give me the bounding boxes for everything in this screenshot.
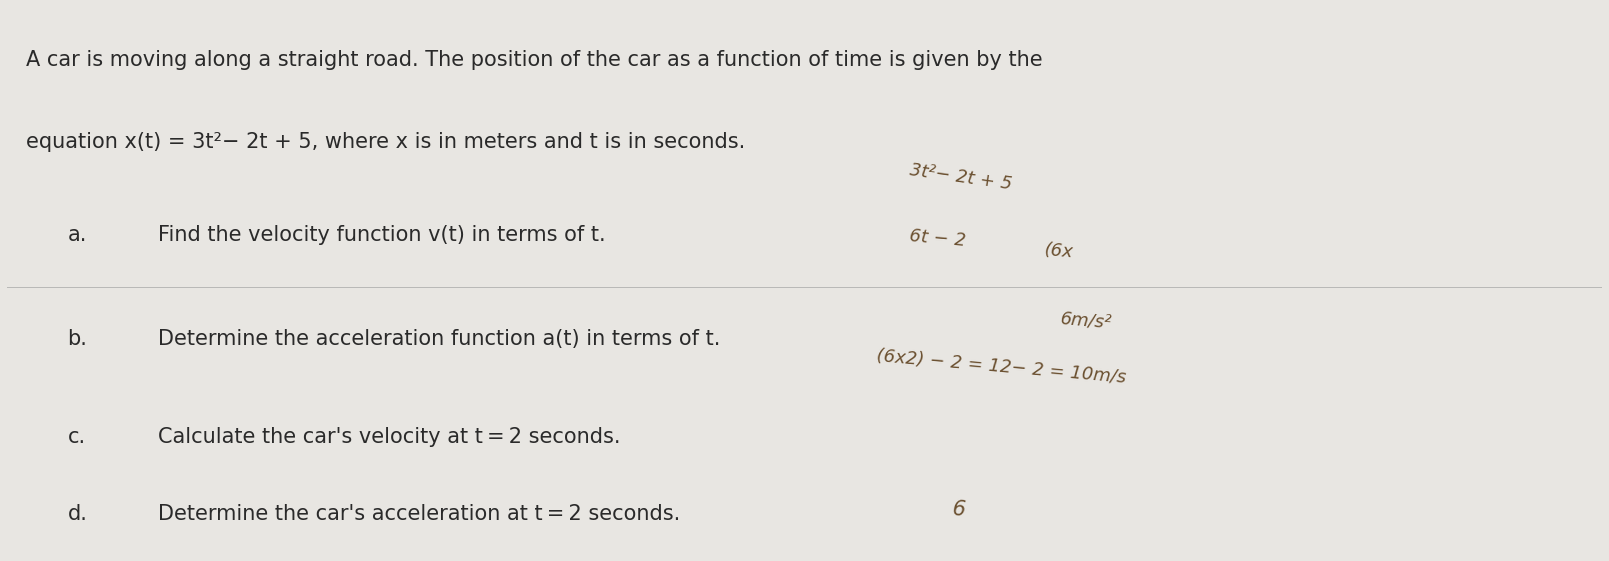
- Text: 3t²− 2t + 5: 3t²− 2t + 5: [907, 161, 1014, 193]
- Text: equation x(t) = 3t²− 2t + 5, where x is in meters and t is in seconds.: equation x(t) = 3t²− 2t + 5, where x is …: [26, 132, 745, 152]
- Text: 6t − 2: 6t − 2: [907, 228, 965, 250]
- Text: b.: b.: [68, 329, 87, 349]
- Text: c.: c.: [68, 427, 85, 447]
- Text: (6x: (6x: [1044, 241, 1075, 261]
- Text: A car is moving along a straight road. The position of the car as a function of : A car is moving along a straight road. T…: [26, 50, 1043, 70]
- Text: (6x2) − 2 = 12− 2 = 10m/s: (6x2) − 2 = 12− 2 = 10m/s: [877, 347, 1128, 387]
- Text: Calculate the car's velocity at t = 2 seconds.: Calculate the car's velocity at t = 2 se…: [158, 427, 621, 447]
- Text: Find the velocity function v(t) in terms of t.: Find the velocity function v(t) in terms…: [158, 225, 607, 245]
- Text: a.: a.: [68, 225, 87, 245]
- Text: 6: 6: [951, 499, 965, 520]
- Text: d.: d.: [68, 504, 87, 524]
- Text: Determine the acceleration function a(t) in terms of t.: Determine the acceleration function a(t)…: [158, 329, 721, 349]
- Text: 6m/s²: 6m/s²: [1060, 310, 1113, 333]
- Text: Determine the car's acceleration at t = 2 seconds.: Determine the car's acceleration at t = …: [158, 504, 681, 524]
